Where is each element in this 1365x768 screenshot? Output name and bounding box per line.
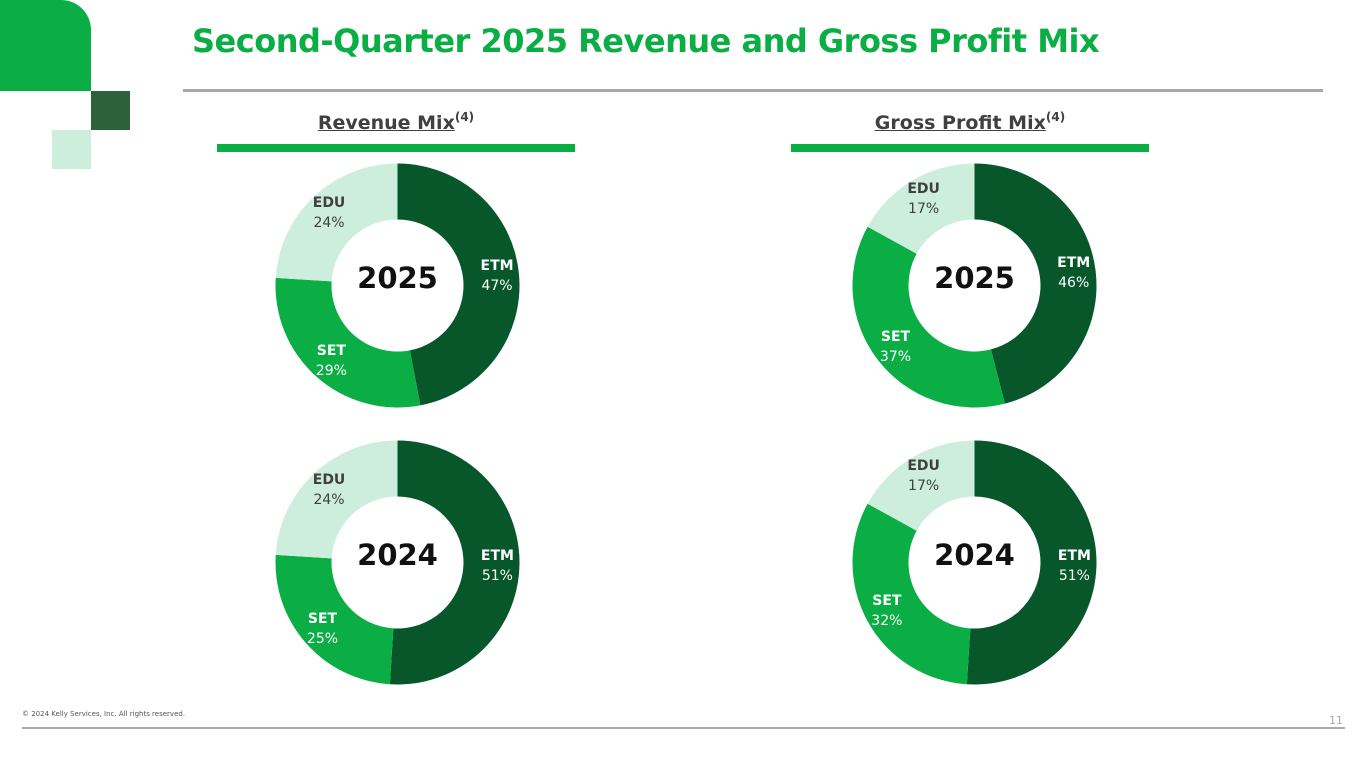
footer-divider: [22, 727, 1345, 729]
copyright-notice: © 2024 Kelly Services, Inc. All rights r…: [22, 710, 186, 718]
revenue-2024-slice-edu: [275, 440, 398, 559]
revenue-2025-svg: [275, 163, 520, 408]
gross-profit-2025-label-etm-value: 46%: [1058, 274, 1090, 291]
revenue-2025-year: 2025: [357, 261, 438, 295]
corner-decoration-light: [52, 130, 91, 169]
gross-profit-2025-slice-set: [852, 226, 1005, 408]
gross-profit-2024-label-set-name: SET: [872, 592, 902, 609]
title-divider: [183, 89, 1323, 92]
revenue-2024-label-set-name: SET: [307, 610, 338, 627]
gross-profit-2024-label-etm-name: ETM: [1057, 547, 1091, 564]
gross-profit-2024-label-edu: EDU 17%: [907, 456, 940, 496]
revenue-2025-label-set-name: SET: [316, 342, 346, 359]
gross-profit-2025-donut: 2025 ETM 46% SET 37% EDU 17%: [852, 163, 1097, 408]
revenue-2025-label-etm-value: 47%: [481, 278, 513, 295]
corner-decoration-green: [0, 0, 91, 91]
revenue-2025-label-edu-value: 24%: [313, 214, 345, 231]
revenue-2024-svg: [275, 440, 520, 685]
revenue-2025-label-set-value: 29%: [315, 362, 347, 379]
gross-profit-2024-slice-set: [852, 503, 971, 685]
gross-profit-2024-label-edu-value: 17%: [908, 478, 940, 495]
gross-profit-2025-label-set-value: 37%: [879, 348, 912, 365]
revenue-2024-slice-etm: [389, 440, 520, 685]
revenue-2025-label-set: SET 29%: [316, 341, 347, 381]
revenue-2025-label-etm: ETM 47%: [481, 256, 514, 296]
revenue-2024-slice-set: [275, 554, 394, 685]
gross-profit-2025-label-edu-value: 17%: [908, 201, 940, 218]
revenue-2024-label-edu: EDU 24%: [313, 470, 346, 510]
gross-profit-2025-slice-etm: [974, 163, 1097, 404]
gross-profit-2024-label-set-value: 32%: [871, 612, 903, 629]
gross-profit-2025-label-etm: ETM 46%: [1057, 253, 1090, 293]
page-number: 11: [1329, 714, 1343, 727]
gross-profit-mix-label: Gross Profit Mix: [874, 112, 1046, 134]
revenue-mix-heading: Revenue Mix(4): [217, 110, 575, 134]
gross-profit-2024-label-set: SET 32%: [871, 591, 902, 631]
slide-title: Second-Quarter 2025 Revenue and Gross Pr…: [192, 22, 1100, 60]
gross-profit-mix-rule: [791, 144, 1149, 152]
gross-profit-mix-footnote: (4): [1045, 110, 1066, 124]
gross-profit-2024-label-etm-value: 51%: [1058, 567, 1090, 584]
gross-profit-2024-label-etm: ETM 51%: [1058, 546, 1091, 586]
gross-profit-2025-slice-edu: [867, 163, 975, 254]
revenue-2024-donut: 2024 ETM 51% SET 25% EDU 24%: [275, 440, 520, 685]
gross-profit-2024-slice-etm: [966, 440, 1097, 685]
revenue-2024-year: 2024: [357, 538, 438, 572]
revenue-2024-label-etm-name: ETM: [480, 547, 514, 564]
gross-profit-2024-slice-edu: [867, 440, 975, 531]
gross-profit-2024-label-edu-name: EDU: [907, 458, 940, 475]
gross-profit-2025-label-set-name: SET: [880, 328, 911, 345]
gross-profit-2024-svg: [852, 440, 1097, 685]
revenue-2025-label-edu: EDU 24%: [313, 193, 346, 233]
revenue-mix-label: Revenue Mix: [317, 112, 455, 134]
revenue-2025-slice-edu: [275, 163, 398, 282]
gross-profit-mix-heading: Gross Profit Mix(4): [791, 110, 1149, 134]
revenue-mix-footnote: (4): [454, 110, 475, 124]
gross-profit-2025-label-edu: EDU 17%: [907, 179, 940, 219]
revenue-2024-label-set: SET 25%: [307, 609, 338, 649]
gross-profit-2025-label-set: SET 37%: [880, 327, 911, 367]
gross-profit-2025-label-edu-name: EDU: [907, 181, 940, 198]
revenue-2025-label-edu-name: EDU: [312, 194, 346, 211]
revenue-2024-label-set-value: 25%: [306, 630, 339, 647]
revenue-2025-slice-etm: [397, 163, 520, 406]
gross-profit-2025-svg: [852, 163, 1097, 408]
revenue-2025-label-etm-name: ETM: [480, 258, 514, 275]
gross-profit-2024-year: 2024: [934, 538, 1015, 572]
revenue-mix-rule: [217, 144, 575, 152]
corner-decoration-dark: [91, 91, 130, 130]
gross-profit-2024-donut: 2024 ETM 51% SET 32% EDU 17%: [852, 440, 1097, 685]
revenue-2024-label-edu-name: EDU: [312, 471, 346, 488]
gross-profit-2025-label-etm-name: ETM: [1057, 254, 1091, 271]
revenue-2025-slice-set: [275, 277, 421, 408]
revenue-2024-label-edu-value: 24%: [313, 491, 345, 508]
revenue-2024-label-etm: ETM 51%: [481, 546, 514, 586]
gross-profit-2025-year: 2025: [934, 261, 1015, 295]
revenue-2024-label-etm-value: 51%: [481, 567, 513, 584]
revenue-2025-donut: 2025 ETM 47% SET 29% EDU 24%: [275, 163, 520, 408]
